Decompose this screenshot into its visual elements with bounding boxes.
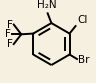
Text: Cl: Cl — [77, 15, 87, 25]
Text: F: F — [5, 29, 11, 39]
Text: H₂N: H₂N — [37, 0, 57, 10]
Text: F: F — [7, 20, 13, 30]
Text: Br: Br — [78, 55, 89, 65]
Text: F: F — [7, 39, 13, 49]
